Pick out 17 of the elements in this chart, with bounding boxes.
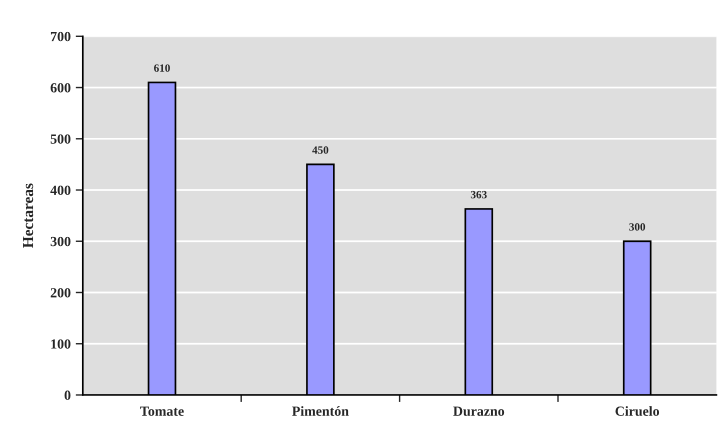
y-tick-label: 300 (50, 236, 70, 246)
x-tick-label: Durazno (453, 406, 504, 416)
data-label: 610 (154, 64, 170, 72)
y-tick-label: 200 (50, 288, 70, 298)
y-tick-label: 600 (50, 83, 70, 92)
data-label: 450 (312, 146, 328, 154)
y-tick-label: 0 (64, 390, 70, 400)
y-axis-title: Hectareas (23, 183, 34, 248)
x-tick-label: Ciruelo (616, 406, 660, 416)
y-tick-label: 700 (50, 32, 70, 42)
x-tick-label: Pimentón (292, 406, 349, 416)
y-tick-label: 500 (50, 134, 70, 144)
data-label: 363 (470, 190, 487, 198)
y-tick-label: 100 (51, 339, 70, 349)
data-label: 300 (629, 223, 646, 231)
x-tick-label: Tomate (140, 406, 184, 416)
y-tick-label: 400 (50, 186, 70, 195)
